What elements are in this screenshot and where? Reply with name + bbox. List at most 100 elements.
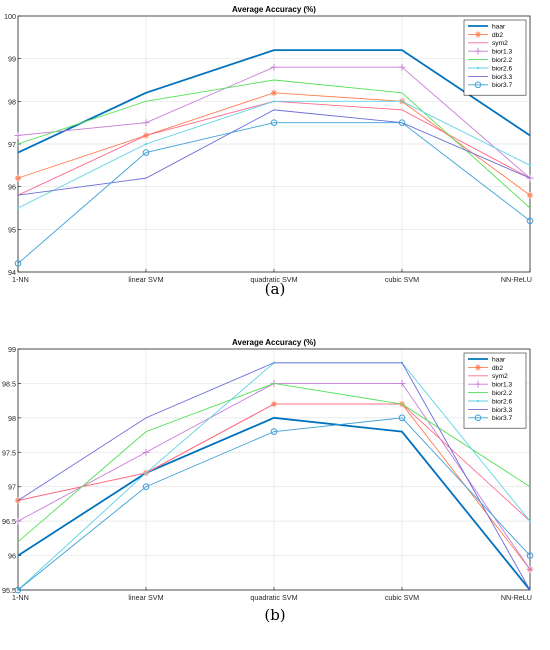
legend-label: bior1.3	[492, 382, 512, 389]
data-point	[142, 119, 150, 127]
legend-item: bior1.3	[468, 380, 512, 389]
legend-marker	[474, 414, 482, 422]
legend-item: sym2	[468, 40, 508, 47]
x-tick-label: NN-ReLU	[501, 275, 532, 284]
caption-b: (b)	[264, 606, 286, 624]
chart-title: Average Accuracy (%)	[232, 5, 316, 14]
series-line	[17, 362, 531, 591]
legend-box	[463, 19, 527, 96]
data-point	[14, 517, 22, 525]
series-line	[17, 109, 531, 196]
series-line	[17, 416, 531, 591]
data-point	[400, 100, 404, 103]
y-tick-label: 95	[8, 225, 16, 234]
data-point	[142, 483, 150, 491]
data-point	[14, 586, 22, 594]
legend-label: bior2.2	[492, 57, 512, 64]
y-tick-label: 96	[8, 552, 16, 561]
legend-label: bior2.2	[492, 390, 512, 397]
series-line	[17, 417, 531, 591]
x-tick-label: linear SVM	[128, 275, 163, 284]
legend-item: bior1.3	[468, 47, 512, 56]
legend-box	[463, 352, 527, 429]
legend-label: sym2	[492, 40, 508, 47]
legend-item: bior2.2	[468, 390, 512, 397]
y-tick-label: 96	[8, 183, 16, 192]
data-point	[526, 217, 534, 225]
y-tick-label: 97.5	[2, 448, 16, 457]
series-bior2-2	[17, 382, 531, 543]
legend-marker	[476, 66, 480, 70]
caption-a: (a)	[264, 280, 286, 298]
data-point	[270, 119, 278, 126]
y-tick-label: 96.5	[2, 517, 16, 526]
series-bior3-3	[17, 362, 531, 591]
series-haar	[17, 49, 531, 154]
y-tick-label: 99	[8, 55, 16, 64]
y-tick-label: 98	[8, 414, 16, 423]
legend-label: bior2.6	[492, 398, 512, 405]
legend-label: sym2	[492, 373, 508, 380]
data-point	[14, 260, 22, 267]
legend-item: sym2	[468, 373, 508, 380]
y-tick-label: 94	[8, 268, 16, 277]
series-bior3-7	[14, 119, 534, 267]
legend-item: bior2.2	[468, 57, 512, 64]
data-point	[398, 119, 406, 126]
data-point	[528, 164, 532, 167]
series-sym2	[17, 403, 531, 522]
data-point	[398, 379, 406, 387]
legend-marker	[474, 47, 482, 55]
x-tick-label: cubic SVM	[385, 593, 419, 602]
x-tick-label: quadratic SVM	[250, 593, 297, 602]
legend-marker	[476, 399, 480, 403]
legend-label: bior3.3	[492, 74, 512, 81]
series-haar	[17, 416, 531, 591]
series-bior3-7	[14, 414, 534, 594]
data-point	[270, 428, 278, 435]
legend-item: bior3.7	[468, 414, 512, 422]
data-point	[526, 552, 534, 559]
legend-item: haar	[468, 23, 506, 30]
data-point	[144, 142, 148, 146]
data-point	[526, 565, 534, 573]
data-point	[144, 471, 148, 475]
legend-marker	[474, 81, 482, 89]
data-point	[16, 206, 20, 210]
y-tick-label: 99	[8, 345, 16, 354]
x-tick-label: 1-NN	[12, 593, 29, 602]
data-point	[14, 497, 22, 504]
y-tick-label: 98	[8, 97, 16, 106]
legend-label: bior3.7	[492, 82, 512, 89]
x-tick-label: quadratic SVM	[250, 275, 297, 284]
series-bior2-2	[17, 79, 531, 209]
legend-item: bior2.6	[468, 398, 512, 405]
legend-label: haar	[492, 356, 506, 363]
legend-label: bior3.3	[492, 407, 512, 414]
chart-a: 94 95 96 97 98 99 100 1-NN linear SVM quadratic S…	[4, 5, 534, 284]
legend-marker	[474, 31, 482, 38]
y-tick-label: 98.5	[2, 379, 16, 388]
data-point	[270, 63, 278, 71]
x-tick-label: cubic SVM	[385, 275, 419, 284]
legend-item: bior2.6	[468, 65, 512, 72]
series-line	[17, 49, 531, 154]
y-tick-label: 95.5	[2, 586, 16, 595]
legend-label: db2	[492, 365, 503, 372]
legend-item: bior3.7	[468, 81, 512, 89]
legend-item: haar	[468, 356, 506, 363]
data-point	[528, 520, 532, 523]
data-point	[14, 174, 22, 182]
chart-b: 95.5 96 96.5 97 97.5 98 98.5 99 1-NN linear SVM qu…	[2, 338, 534, 602]
data-point	[526, 192, 534, 199]
data-point	[272, 100, 276, 103]
legend-item: db2	[468, 31, 503, 39]
x-tick-label: NN-ReLU	[501, 593, 532, 602]
data-point	[14, 131, 22, 139]
chart-title: Average Accuracy (%)	[232, 338, 316, 347]
data-point	[142, 149, 150, 156]
series-bior3-3	[17, 109, 531, 196]
legend-marker	[474, 364, 482, 371]
